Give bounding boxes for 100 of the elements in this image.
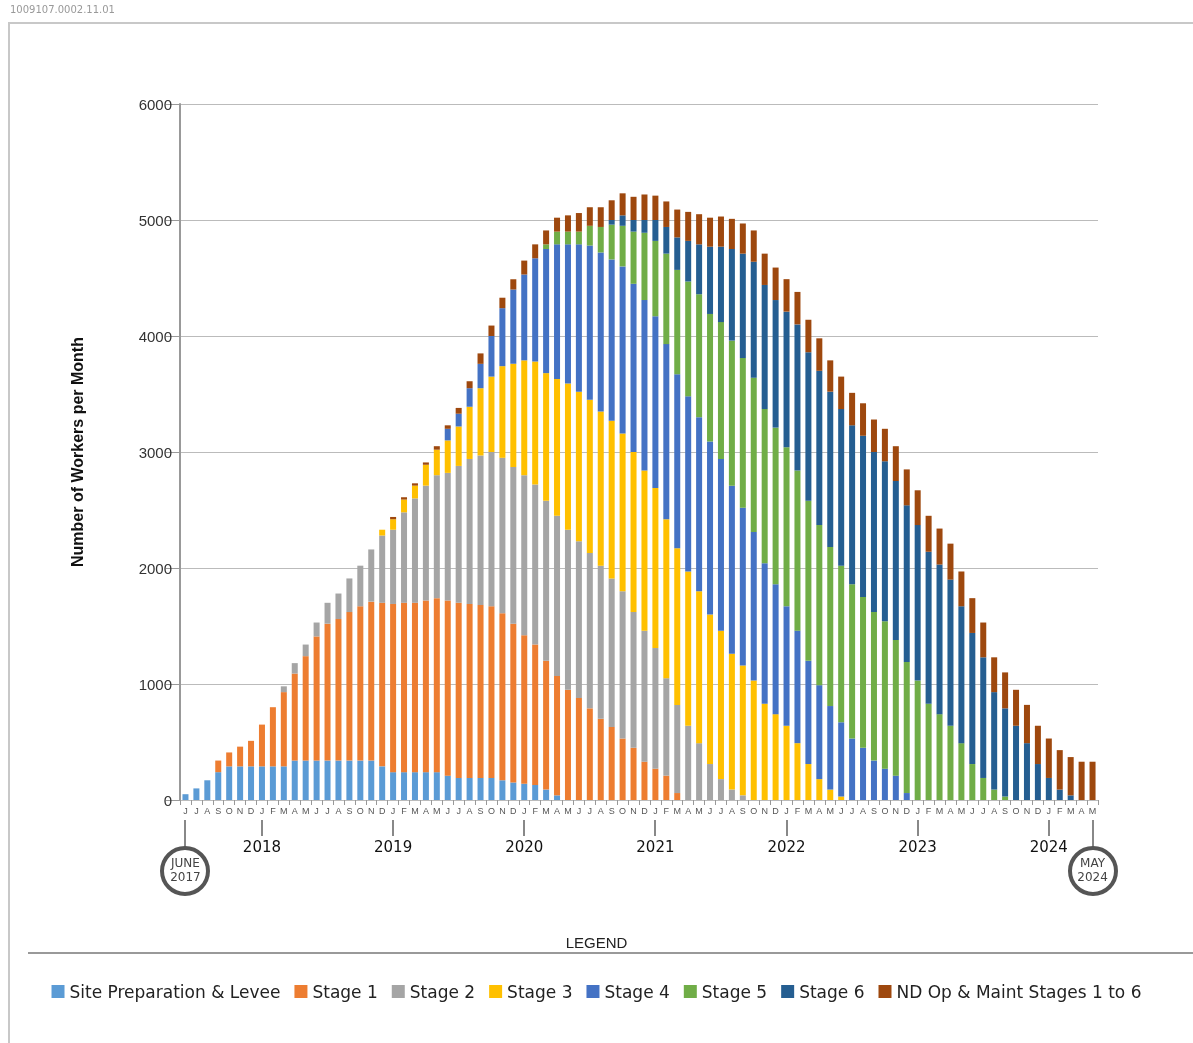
bar: [903, 469, 910, 506]
x-tick-label: M: [433, 805, 441, 816]
bar: [1023, 743, 1030, 800]
bar: [914, 680, 921, 800]
bar: [433, 772, 440, 800]
bar: [717, 246, 724, 323]
bar: [215, 760, 222, 773]
bar: [390, 772, 397, 800]
bar: [433, 598, 440, 773]
bar: [870, 452, 877, 613]
y-tick-label: 0: [163, 791, 172, 809]
bar: [630, 231, 637, 284]
bar: [892, 481, 899, 640]
bar: [630, 283, 637, 452]
bar: [674, 269, 681, 375]
x-tick-label: A: [1078, 805, 1085, 816]
bar: [750, 377, 757, 533]
x-tick-label: J: [522, 805, 527, 816]
bar: [717, 779, 724, 800]
bar: [816, 685, 823, 780]
bar: [357, 565, 364, 607]
bar: [652, 240, 659, 317]
bar: [980, 622, 987, 658]
bar: [564, 529, 571, 690]
bar: [816, 370, 823, 526]
bar: [881, 768, 888, 800]
bar: [696, 244, 703, 295]
x-tick-label: A: [597, 805, 604, 816]
bar: [827, 547, 834, 707]
bar: [499, 780, 506, 800]
bar: [444, 600, 451, 776]
bar: [543, 244, 550, 249]
bar: [772, 300, 779, 428]
bar: [619, 738, 626, 800]
bar: [477, 605, 484, 778]
bar: [411, 498, 418, 603]
bar: [728, 340, 735, 486]
bar: [586, 225, 593, 246]
bar: [280, 692, 287, 767]
x-tick-label: N: [236, 805, 244, 816]
x-tick-label: M: [935, 805, 944, 816]
bar: [805, 319, 812, 353]
bar: [532, 484, 539, 645]
bar: [619, 266, 626, 434]
x-tick-label: O: [487, 805, 495, 816]
bar: [674, 209, 681, 238]
bar: [346, 578, 353, 613]
bar: [1002, 708, 1009, 797]
x-tick-label: N: [368, 805, 375, 816]
bar: [521, 360, 528, 476]
bar: [324, 760, 331, 800]
bar: [488, 452, 495, 607]
bar: [543, 789, 550, 800]
bar: [641, 220, 648, 233]
bar: [554, 378, 561, 516]
bar: [641, 194, 648, 220]
bar: [794, 470, 801, 631]
bar: [280, 766, 287, 800]
bar: [521, 260, 528, 275]
bar: [1023, 704, 1030, 744]
bar: [728, 653, 735, 790]
x-tick-label: A: [204, 805, 211, 816]
bar: [914, 490, 921, 526]
bar: [980, 777, 987, 800]
text: 2022: [766, 838, 807, 856]
x-tick-label: M: [542, 805, 550, 816]
bar: [532, 644, 539, 785]
bar: [1056, 750, 1063, 790]
bar: [554, 217, 561, 232]
bar: [1067, 757, 1074, 796]
bar: [532, 784, 539, 800]
bar: [619, 591, 626, 739]
bar: [182, 794, 189, 800]
x-tick-label: N: [761, 805, 768, 816]
bar: [717, 216, 724, 247]
bar: [521, 635, 528, 784]
bar: [466, 388, 473, 407]
bar: [674, 548, 681, 705]
bar: [564, 244, 571, 384]
bar: [597, 718, 604, 800]
x-tick-label: A: [816, 805, 823, 816]
bar: [783, 447, 790, 607]
bar: [696, 214, 703, 245]
bar: [575, 213, 582, 232]
bar: [641, 630, 648, 762]
bar: [816, 525, 823, 686]
bar: [827, 391, 834, 548]
bar: [860, 435, 867, 597]
bar: [772, 267, 779, 301]
x-tick-label: F: [794, 805, 801, 816]
bar: [466, 458, 473, 604]
bar: [488, 606, 495, 778]
bar: [608, 200, 615, 220]
bar: [466, 777, 473, 800]
bar: [739, 223, 746, 254]
bar: [903, 793, 910, 800]
bar: [543, 230, 550, 245]
bar: [368, 549, 375, 602]
x-tick-label: A: [554, 805, 561, 816]
bar: [663, 253, 670, 345]
